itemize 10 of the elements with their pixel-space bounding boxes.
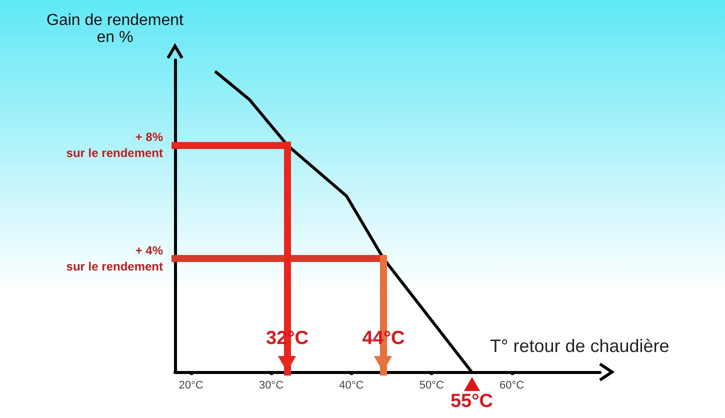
annotation: 55°C bbox=[450, 391, 493, 413]
x-tick-label: 20°C bbox=[178, 380, 204, 392]
x-tick-label: 30°C bbox=[258, 380, 284, 392]
x-tick-label: 60°C bbox=[500, 380, 524, 392]
y-tick-label: + 8% sur le rendement bbox=[66, 130, 164, 160]
y-axis-title: Gain de rendement en % bbox=[46, 12, 184, 46]
x-tick-label: 40°C bbox=[339, 380, 364, 392]
x-axis-title: T° retour de chaudière bbox=[490, 336, 670, 357]
y-tick-label: + 4% sur le rendement bbox=[66, 244, 164, 274]
x-tick-label: 50°C bbox=[419, 380, 444, 392]
